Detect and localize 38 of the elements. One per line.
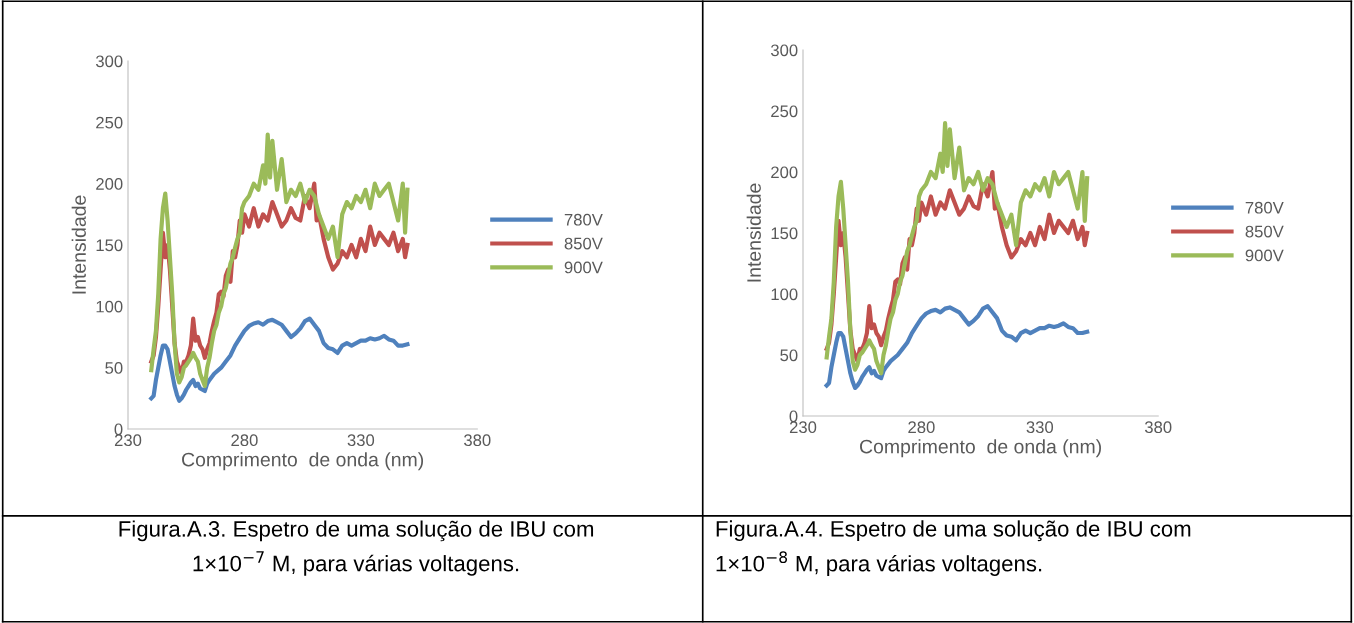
line-series bbox=[149, 316, 410, 403]
y-tick-label: 150 bbox=[96, 239, 123, 252]
x-tick-label: 230 bbox=[789, 421, 817, 434]
y-axis-title: Intensidade bbox=[71, 195, 86, 294]
legend-label: 900V bbox=[564, 261, 603, 274]
line-series bbox=[824, 304, 1090, 391]
x-tick-label: 230 bbox=[114, 434, 142, 447]
y-tick-label: 50 bbox=[780, 349, 798, 362]
y-axis-title: Intensidade bbox=[746, 183, 761, 282]
y-tick-label: 200 bbox=[96, 178, 123, 190]
y-tick-label: 300 bbox=[770, 44, 798, 57]
y-tick-label: 0 bbox=[789, 410, 798, 423]
y-tick-label: 150 bbox=[771, 227, 798, 240]
legend-label: 850V bbox=[1245, 225, 1284, 238]
legend-label: 850V bbox=[564, 237, 603, 250]
legend-label: 780V bbox=[1245, 201, 1284, 214]
x-tick-label: 280 bbox=[231, 434, 258, 447]
y-tick-label: 300 bbox=[95, 55, 123, 68]
x-tick-label: 280 bbox=[908, 421, 935, 434]
x-axis-title: Comprimento de onda (nm) bbox=[182, 452, 424, 471]
text: Figura.A.3. Espetro de uma solução de IBU com 1×10$^{−7}$ M, para várias voltagens. bbox=[119, 520, 594, 576]
legend-label: 900V bbox=[1245, 249, 1284, 262]
x-tick-label: 380 bbox=[464, 434, 491, 447]
x-axis-title: Comprimento de onda (nm) bbox=[860, 439, 1101, 458]
y-tick-label: 200 bbox=[771, 166, 798, 179]
y-tick-label: 250 bbox=[771, 105, 798, 118]
y-tick-label: 50 bbox=[105, 362, 123, 374]
line-series bbox=[149, 132, 410, 389]
x-tick-label: 330 bbox=[1026, 421, 1054, 434]
y-tick-label: 100 bbox=[96, 300, 123, 313]
y-tick-label: 100 bbox=[771, 288, 798, 301]
y-tick-label: 250 bbox=[96, 116, 123, 129]
line-series bbox=[824, 121, 1090, 376]
y-tick-label: 0 bbox=[114, 423, 123, 436]
legend-label: 780V bbox=[564, 213, 603, 226]
x-tick-label: 380 bbox=[1144, 421, 1172, 434]
x-tick-label: 330 bbox=[347, 434, 375, 447]
text: Figura.A.4. Espetro de uma solução de IBU com 1×10$^{−8}$ M, para várias voltagens. bbox=[716, 520, 1191, 576]
